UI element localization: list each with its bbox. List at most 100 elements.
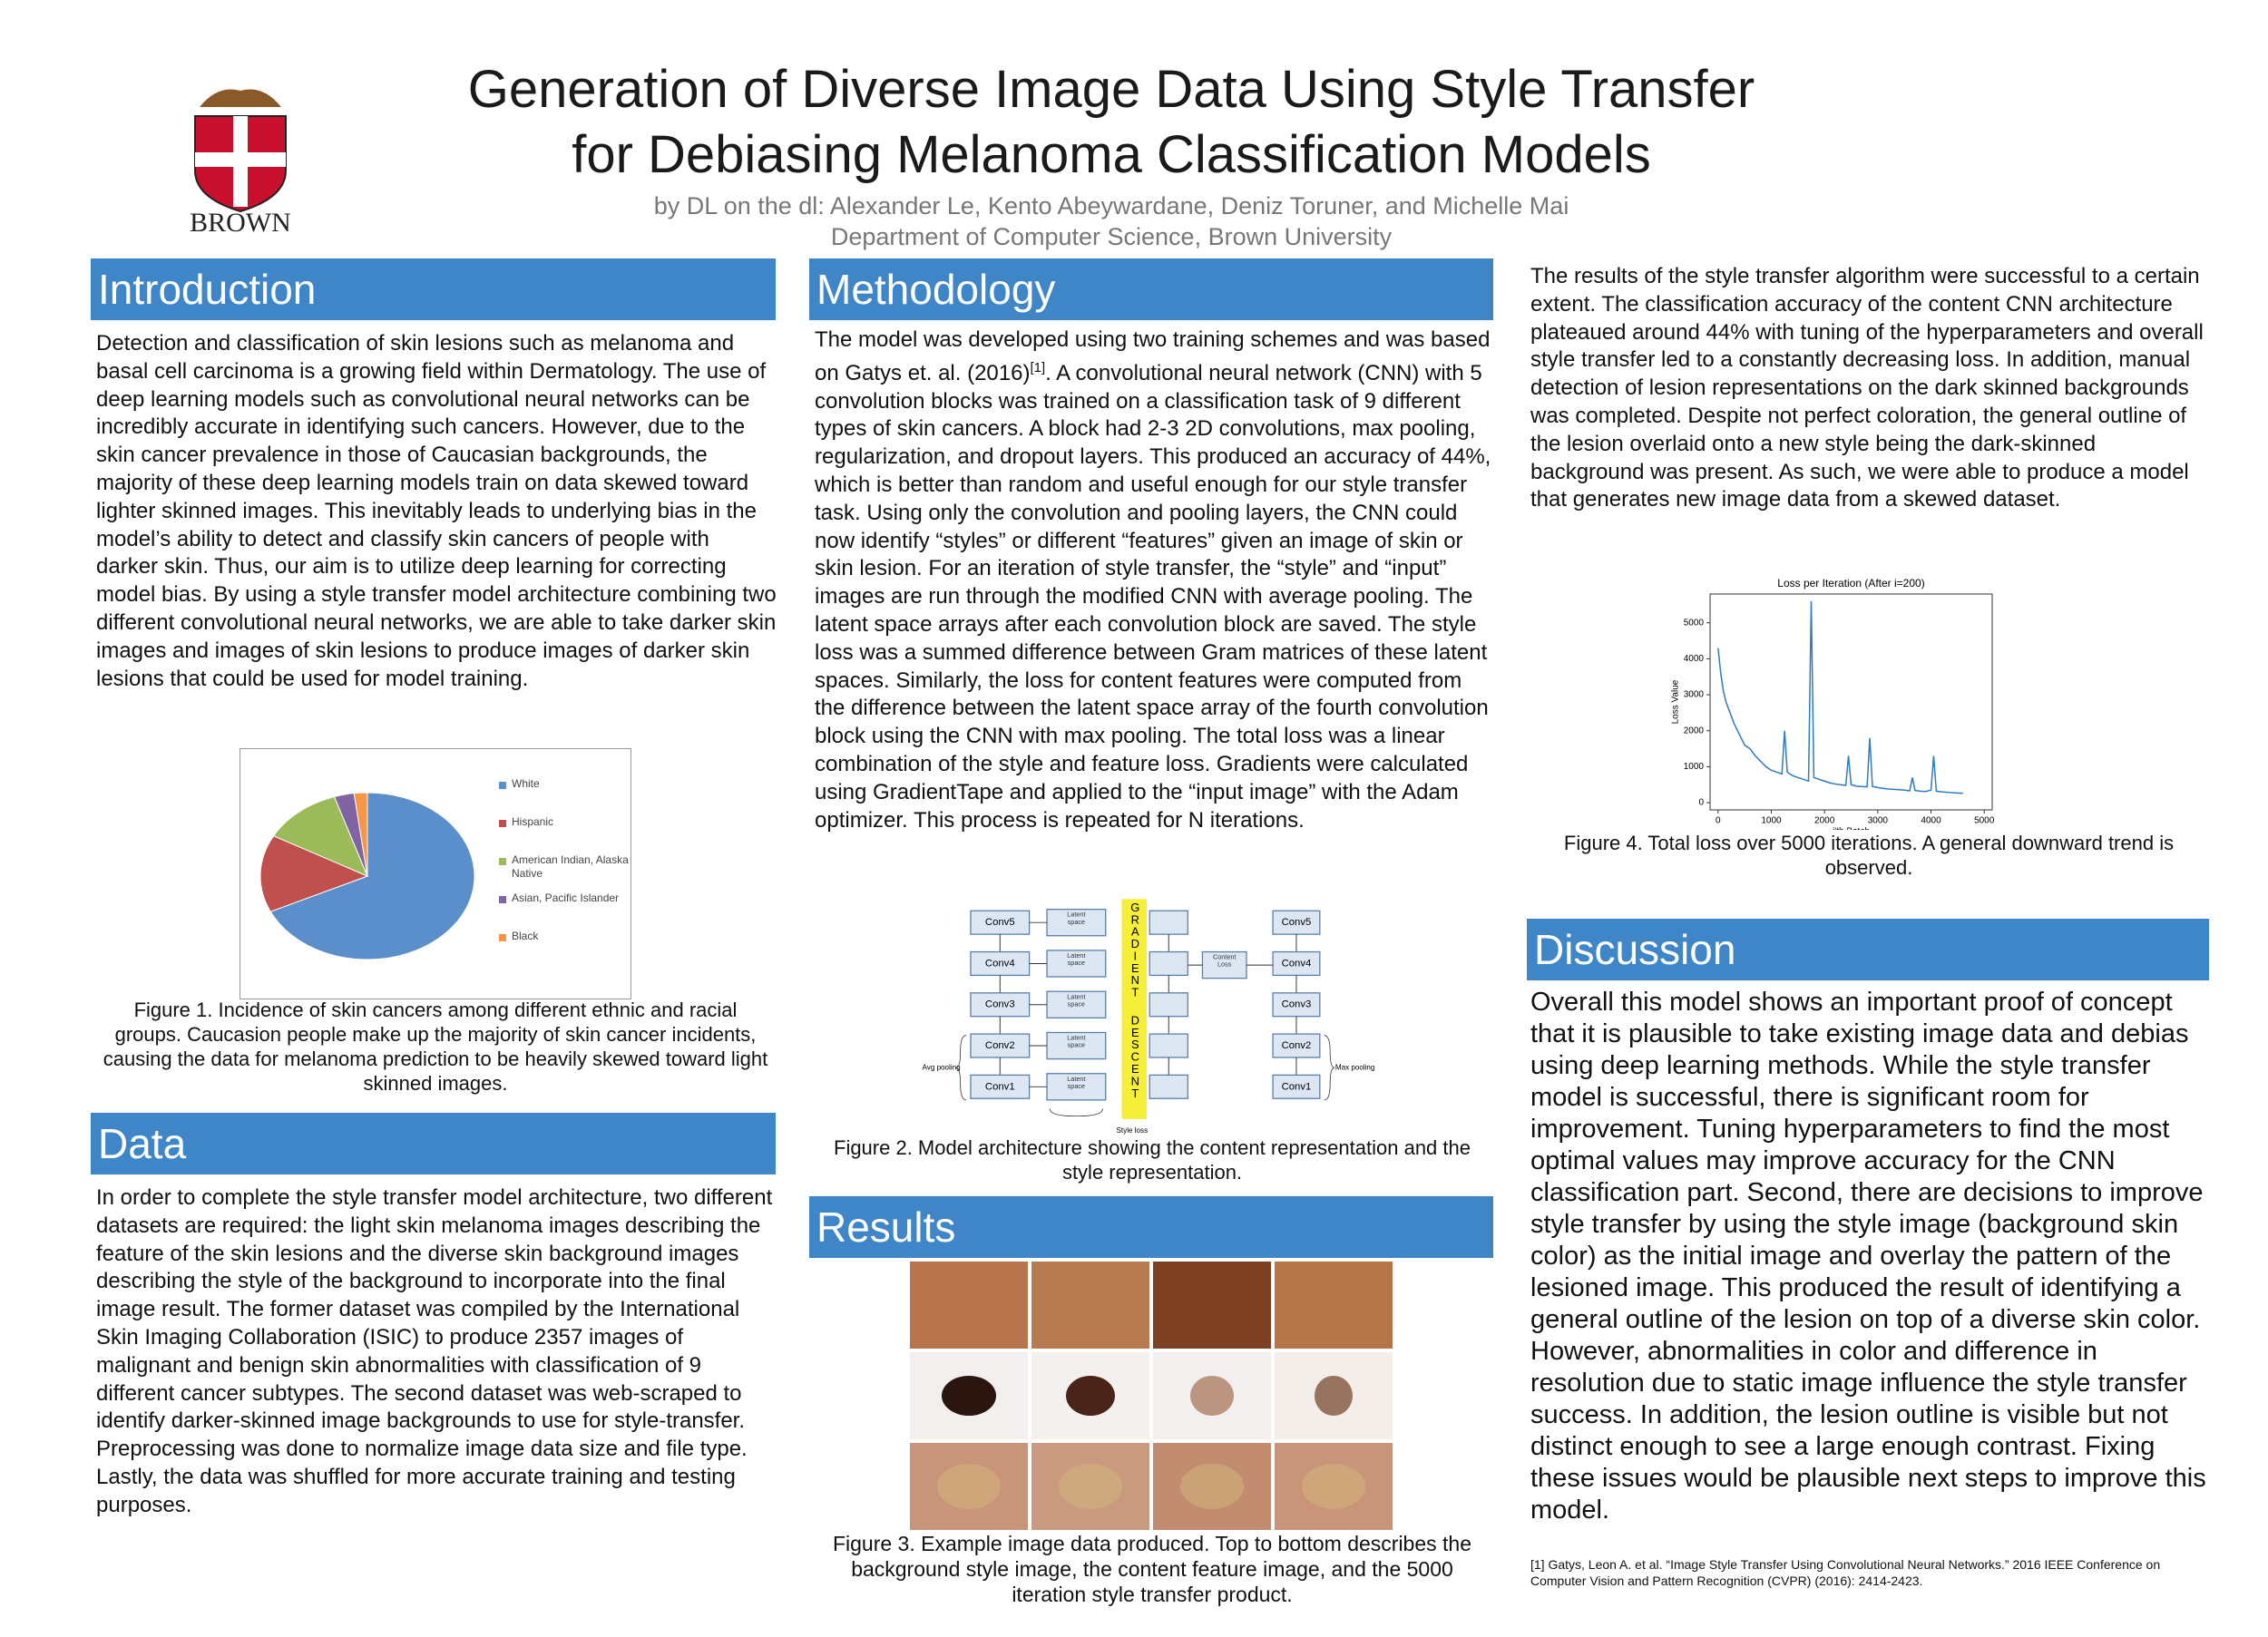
conv-box [970,1074,1031,1099]
x-tick-label: 1000 [1761,816,1782,826]
latent-box [1046,990,1107,1018]
y-axis-label: Loss Value [1671,679,1681,724]
lesion-overlay [1302,1464,1365,1509]
latent-text: Latent space [1067,1034,1086,1049]
style-loss-label: Style loss [1117,1126,1149,1135]
legend-label: Asian, Pacific Islander [512,892,620,904]
legend-item: White [512,777,540,790]
logo-text: BROWN [190,208,291,238]
content-loss-label: Content Loss [1212,953,1237,969]
x-tick-label: 2000 [1814,816,1835,826]
y-tick-label: 4000 [1684,654,1705,664]
legend-swatch [499,896,506,903]
logo-crest [200,89,281,107]
latent-box [1046,908,1107,937]
figure-caption: Figure 3. Example image data produced. T… [832,1532,1472,1606]
descent-box [1149,1033,1188,1058]
conv-label: Conv3 [1282,999,1312,1010]
lesion [1315,1376,1353,1416]
pie-chart: White Hispanic American Indian, Alaska Nat… [240,748,631,999]
legend-label: Hispanic [512,815,554,828]
brace [1049,1108,1103,1117]
section-heading: Discussion [1527,919,2209,980]
conv-box [970,1033,1031,1058]
latent-label: Latent space [1067,1034,1086,1049]
latent-text: Latent space [1067,911,1086,926]
y-tick-label: 3000 [1684,690,1705,700]
example-image [1153,1262,1271,1349]
latent-label: Latent space [1067,952,1085,967]
x-tick-label: 5000 [1974,816,1995,826]
conv-box [1272,992,1321,1018]
legend-swatch [499,820,506,827]
x-axis-label: i'th Batch [1833,827,1870,830]
paragraph: Overall this model shows an important pr… [1530,988,2206,1525]
legend-item: Black [512,930,538,942]
brace [955,1035,967,1101]
x-tick-label: 3000 [1868,816,1889,826]
citation: [1] [1030,359,1046,375]
loss-line [1717,600,1963,794]
content-loss-text: Content Loss [1212,953,1237,969]
figure-caption: Figure 1. Incidence of skin cancers amon… [103,999,768,1095]
conv-box [1272,1074,1321,1099]
conv-box [1272,950,1321,977]
legend-item: Hispanic [512,815,554,828]
conv-box [1272,1033,1321,1058]
conv-label: Conv2 [985,1040,1015,1051]
example-image [910,1262,1028,1349]
latent-label: Latent space [1067,993,1085,1008]
descent-box [1149,910,1188,935]
figure-caption: Figure 2. Model architecture showing the… [834,1136,1471,1184]
legend-swatch [499,858,506,865]
pie-slice [353,792,368,877]
descent-box [1149,1074,1188,1099]
lesion [1066,1376,1115,1416]
paragraph: The results of the style transfer algori… [1530,264,2204,512]
legend-label: White [512,777,540,790]
y-tick-label: 2000 [1684,726,1705,736]
lesion [1190,1376,1234,1416]
logo: BROWN [190,89,291,238]
conv-label: Conv2 [1282,1040,1312,1051]
lesion-overlay [1059,1464,1122,1509]
descent-box [1149,992,1188,1018]
y-tick-label: 1000 [1684,762,1705,772]
descent-label: DESCENT [1129,1013,1142,1098]
y-tick-label: 0 [1698,798,1704,808]
latent-box [1046,1073,1107,1101]
conv-label: Conv1 [1282,1081,1312,1092]
paragraph: In order to complete the style transfer … [96,1185,773,1517]
reference: [1] Gatys, Leon A. et al. “Image Style T… [1530,1557,2161,1588]
max-pooling-label: Max pooling [1335,1063,1375,1071]
section-heading: Methodology [809,258,1493,320]
avg-pooling-label: Avg pooling [923,1063,961,1071]
chart-title: Loss per Iteration (After i=200) [1777,577,1924,590]
legend-swatch [499,934,506,941]
legend-swatch [499,782,506,789]
loss-chart: Loss per Iteration (After i=200) 0 1000 200… [1671,577,1995,830]
brace [1324,1035,1335,1101]
x-tick-label: 4000 [1921,816,1941,826]
paragraph: The model was developed using two traini… [815,326,1495,834]
conv-label: Conv4 [1282,958,1312,969]
lesion [942,1376,996,1416]
pie-slice [259,835,369,912]
descent-box [1149,950,1188,977]
legend-label: American Indian, Alaska Native [512,853,629,880]
title: Generation of Diverse Image Data Using S… [467,60,1755,119]
section-heading: Results [809,1196,1493,1258]
text: The model was developed using two traini… [815,327,1491,385]
conv-label: Conv4 [985,958,1015,969]
x-tick-label: 0 [1716,816,1721,826]
conv-label: Conv3 [985,999,1015,1010]
section-heading: Data [91,1113,776,1174]
gradient-bar [1121,899,1147,1119]
plot-frame [1709,593,1993,811]
paragraph: Detection and classification of skin les… [96,331,777,691]
pie-slice [269,792,475,960]
legend-item: Asian, Pacific Islander [512,892,620,904]
example-image [1031,1262,1149,1349]
pie-slice [272,795,368,877]
